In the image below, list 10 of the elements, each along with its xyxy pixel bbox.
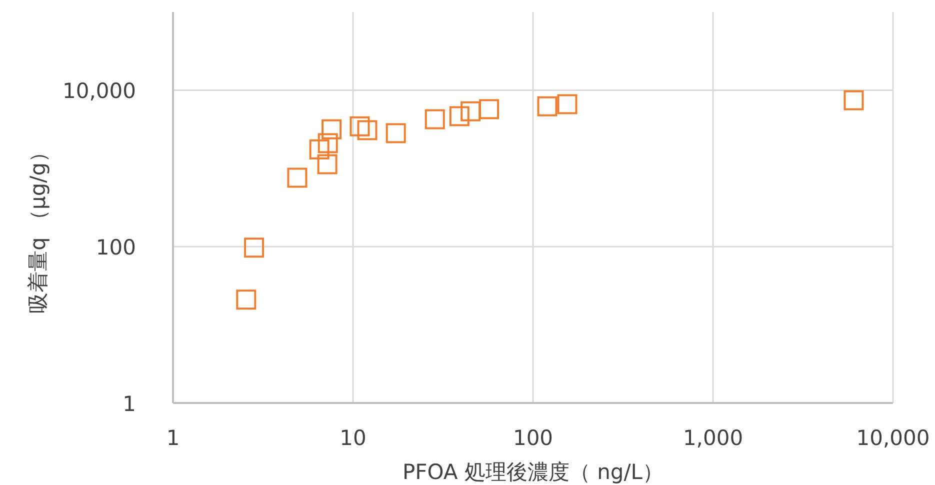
y-axis-title: 吸着量q （μg/g） bbox=[26, 141, 50, 314]
y-tick-label: 10,000 bbox=[62, 79, 136, 104]
y-tick-label: 1 bbox=[122, 392, 136, 416]
x-tick-label: 1 bbox=[166, 426, 180, 450]
x-tick-label: 100 bbox=[512, 426, 554, 450]
x-tick-label: 1,000 bbox=[682, 426, 744, 450]
x-axis-title: PFOA 処理後濃度（ ng/L） bbox=[402, 460, 664, 484]
x-tick-label: 10,000 bbox=[856, 426, 930, 450]
x-tick-label: 10 bbox=[340, 426, 366, 450]
y-tick-label: 100 bbox=[96, 236, 136, 260]
